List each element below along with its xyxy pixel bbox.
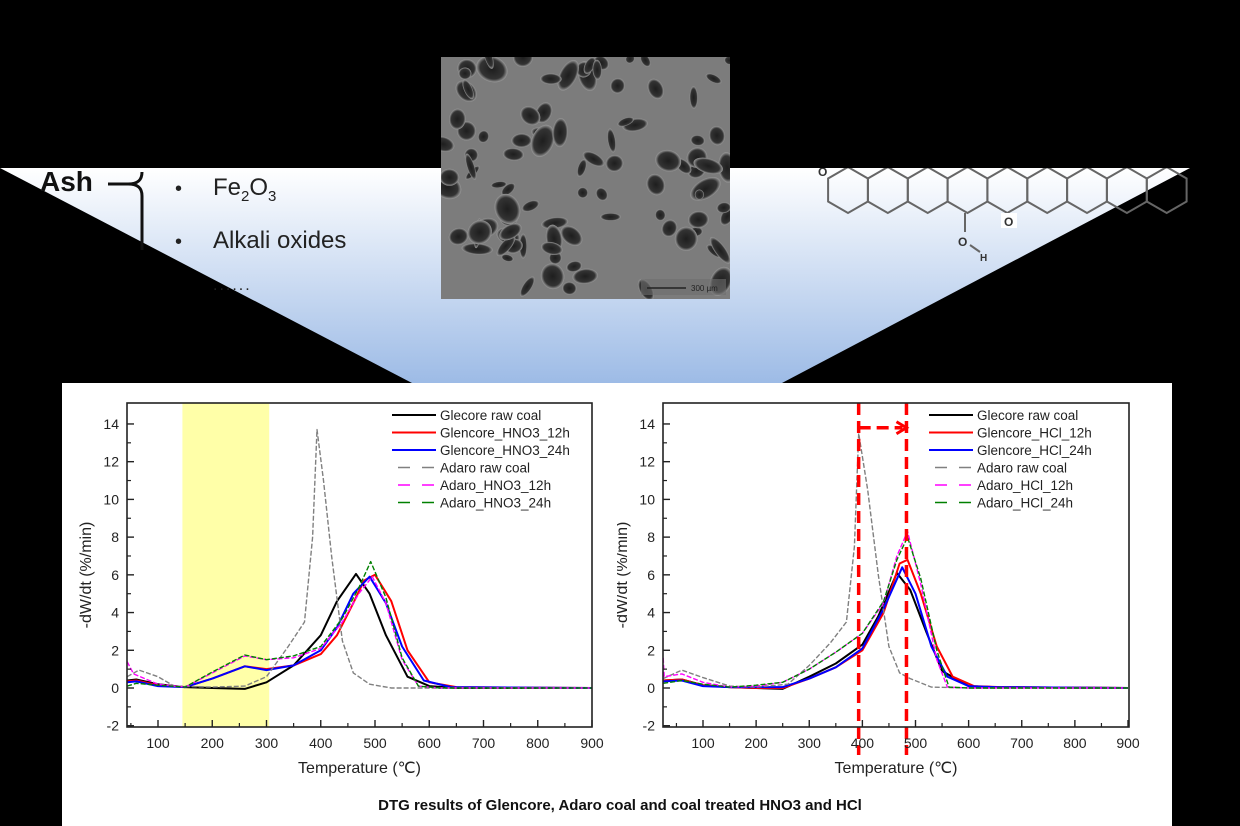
ash-item: • Alkali oxides bbox=[175, 226, 347, 254]
atom-label-oh: O bbox=[958, 235, 967, 249]
y-tick-label: -2 bbox=[643, 718, 656, 734]
x-tick-label: 800 bbox=[1063, 735, 1087, 751]
sem-image: 300 µm bbox=[441, 57, 730, 299]
y-tick-label: 4 bbox=[111, 605, 119, 621]
y-tick-label: 0 bbox=[647, 680, 655, 696]
x-tick-label: 200 bbox=[744, 735, 768, 751]
ash-item: • Fe2O3 bbox=[175, 174, 277, 205]
y-tick-label: 8 bbox=[111, 529, 119, 545]
y-tick-label: 8 bbox=[647, 529, 655, 545]
y-tick-label: 12 bbox=[103, 454, 119, 470]
atom-label-o-ring: O bbox=[1004, 215, 1013, 229]
x-tick-label: 600 bbox=[418, 735, 442, 751]
y-tick-label: 4 bbox=[647, 605, 655, 621]
legend-item-label: Adaro raw coal bbox=[977, 461, 1067, 476]
legend-item-label: Glencore_HNO3_24h bbox=[440, 443, 570, 458]
series-line bbox=[663, 566, 1129, 689]
legend-item-label: Adaro_HCl_12h bbox=[977, 478, 1073, 493]
y-tick-label: 10 bbox=[639, 491, 655, 507]
dtg-chart-hno3: 100 200 300 400 500 600 700 800 900 -2 0 2 4 6 8 10 12 14… bbox=[78, 402, 604, 777]
legend-item-label: Glecore raw coal bbox=[977, 408, 1078, 423]
series-line bbox=[663, 558, 1129, 689]
x-tick-label: 200 bbox=[201, 735, 225, 751]
ash-item: ...... bbox=[213, 276, 252, 294]
molecular-structure-diagram: O O O H bbox=[818, 168, 1188, 264]
atom-label-o: O bbox=[818, 168, 827, 179]
legend-item-label: Glencore_HNO3_12h bbox=[440, 426, 570, 441]
x-tick-label: 500 bbox=[363, 735, 387, 751]
legend-item-label: Adaro_HCl_24h bbox=[977, 496, 1073, 511]
series-line bbox=[663, 572, 1129, 690]
figure-caption: DTG results of Glencore, Adaro coal and … bbox=[378, 797, 862, 814]
ash-item-list: • Fe2O3 • Alkali oxides ...... bbox=[175, 166, 346, 308]
y-axis-label: -dW/dt (%/min) bbox=[78, 522, 95, 629]
x-tick-label: 400 bbox=[851, 735, 875, 751]
x-tick-label: 100 bbox=[691, 735, 715, 751]
scale-bar-label: 300 µm bbox=[691, 284, 718, 293]
x-tick-label: 900 bbox=[580, 735, 604, 751]
legend-item-label: Adaro_HNO3_12h bbox=[440, 478, 551, 493]
series-line bbox=[127, 560, 592, 689]
y-tick-label: 6 bbox=[111, 567, 119, 583]
legend-item-label: Adaro raw coal bbox=[440, 461, 530, 476]
x-tick-label: 700 bbox=[1010, 735, 1034, 751]
x-axis-label: Temperature (℃) bbox=[298, 760, 421, 777]
x-tick-label: 300 bbox=[255, 735, 279, 751]
y-tick-label: 6 bbox=[647, 567, 655, 583]
x-tick-label: 600 bbox=[957, 735, 981, 751]
y-axis-label: -dW/dt (%/min) bbox=[617, 522, 631, 629]
legend-item-label: Glencore_HCl_24h bbox=[977, 443, 1092, 458]
legend-item-label: Glecore raw coal bbox=[440, 408, 541, 423]
y-tick-label: -2 bbox=[107, 718, 120, 734]
dtg-chart-hcl: 100 200 300 400 500 600 700 800 900 -2 0 2 4 6 8 10 12 14… bbox=[617, 402, 1140, 777]
y-tick-label: 0 bbox=[111, 680, 119, 696]
x-axis-label: Temperature (℃) bbox=[835, 760, 958, 777]
plot-frame bbox=[126, 402, 593, 728]
y-tick-label: 2 bbox=[647, 642, 655, 658]
y-tick-label: 10 bbox=[103, 491, 119, 507]
legend-item-label: Adaro_HNO3_24h bbox=[440, 496, 551, 511]
x-tick-label: 100 bbox=[146, 735, 170, 751]
brace-icon bbox=[108, 171, 144, 250]
porous-char-image: 300 µm bbox=[441, 57, 730, 299]
x-tick-label: 900 bbox=[1116, 735, 1140, 751]
legend-item-label: Glencore_HCl_12h bbox=[977, 426, 1092, 441]
highlight-band bbox=[182, 403, 270, 727]
y-tick-label: 14 bbox=[103, 416, 119, 432]
x-tick-label: 800 bbox=[526, 735, 550, 751]
atom-label-h: H bbox=[980, 253, 987, 264]
x-tick-label: 500 bbox=[904, 735, 928, 751]
y-tick-label: 2 bbox=[111, 642, 119, 658]
arrow-head-icon bbox=[895, 420, 910, 436]
plot-frame bbox=[662, 402, 1130, 728]
ash-label: Ash bbox=[40, 166, 93, 197]
y-tick-label: 12 bbox=[639, 454, 655, 470]
series-line bbox=[663, 536, 1128, 689]
x-tick-label: 300 bbox=[798, 735, 822, 751]
series-line bbox=[663, 432, 1128, 689]
x-tick-label: 400 bbox=[309, 735, 333, 751]
y-tick-label: 14 bbox=[639, 416, 655, 432]
x-tick-label: 700 bbox=[472, 735, 496, 751]
